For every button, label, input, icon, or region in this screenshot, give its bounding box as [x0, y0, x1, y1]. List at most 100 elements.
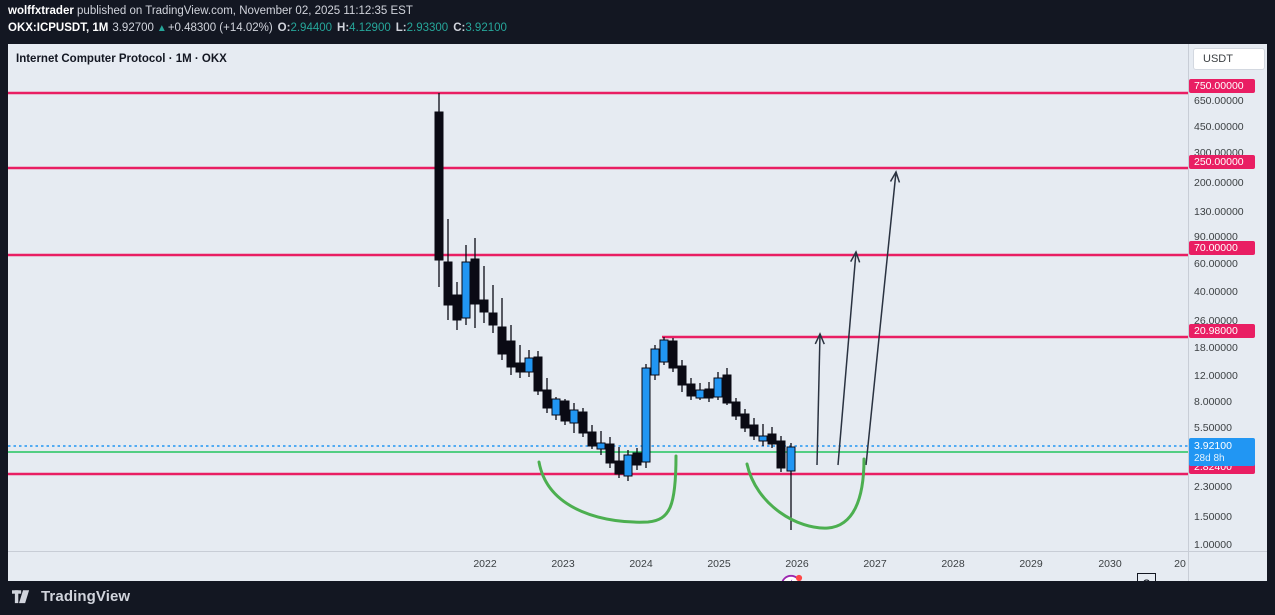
arrow-1[interactable]	[814, 332, 825, 466]
box-marker-2: 2	[1137, 573, 1156, 581]
low-key: L:	[395, 22, 407, 34]
price-tick: 1.00000	[1194, 539, 1232, 551]
candle	[786, 443, 796, 530]
chart-title: Internet Computer Protocol · 1M · OKX	[16, 53, 227, 65]
candle	[668, 338, 678, 372]
up-triangle-icon: ▲	[156, 23, 167, 34]
drawings-layer	[537, 170, 901, 530]
candle	[515, 345, 525, 378]
candle	[578, 408, 588, 437]
pane-right-edge	[1267, 44, 1275, 581]
high-key: H:	[337, 22, 350, 34]
chart-header: wolffxtrader published on TradingView.co…	[0, 0, 1275, 44]
replay-bolt-icon[interactable]	[780, 572, 804, 581]
candle	[731, 398, 741, 420]
time-tick: 20	[1174, 558, 1186, 570]
level-750-badge[interactable]: 750.00000	[1189, 79, 1255, 93]
time-tick: 2029	[1019, 558, 1043, 570]
arrow-2[interactable]	[837, 250, 861, 466]
price-tick: 130.00000	[1194, 206, 1244, 218]
candle	[461, 245, 471, 325]
candle	[605, 437, 615, 468]
candle	[506, 325, 516, 375]
candle	[614, 447, 624, 478]
candlestick-series	[434, 93, 796, 530]
candle	[623, 450, 633, 481]
time-tick: 2026	[785, 558, 809, 570]
cup-curve-right[interactable]	[745, 457, 866, 530]
level-2098-badge[interactable]: 20.98000	[1189, 324, 1255, 338]
candle	[533, 351, 543, 395]
candle	[632, 448, 642, 470]
price-tick: 200.00000	[1194, 177, 1244, 189]
level-70-badge[interactable]: 70.00000	[1189, 241, 1255, 255]
close-key: C:	[453, 22, 466, 34]
candle	[695, 383, 705, 400]
candle	[452, 282, 462, 330]
price-tick: 1.50000	[1194, 511, 1232, 523]
candle	[704, 382, 714, 402]
close-value: 3.92100	[465, 22, 507, 34]
candle	[749, 418, 759, 440]
price-axis[interactable]: USDT 650.00000 450.00000 300.00000 200.0000…	[1188, 44, 1267, 581]
candle	[641, 364, 651, 468]
countdown-value: 28d 8h	[1194, 453, 1225, 464]
low-value: 2.93300	[406, 22, 449, 34]
candle	[776, 436, 786, 472]
tradingview-logo[interactable]: TradingView	[12, 588, 130, 605]
price-tick: 40.00000	[1194, 286, 1238, 298]
candle	[560, 399, 570, 425]
time-tick: 2022	[473, 558, 497, 570]
price-tick: 450.00000	[1194, 121, 1244, 133]
tradingview-mark-icon	[12, 589, 30, 603]
candle	[596, 431, 606, 455]
candle	[443, 219, 453, 320]
price-plot[interactable]	[8, 44, 1188, 559]
candle	[722, 368, 732, 405]
candle	[470, 238, 480, 328]
time-tick: 2025	[707, 558, 731, 570]
candle	[479, 266, 489, 323]
candle	[686, 378, 696, 400]
candle	[551, 397, 561, 420]
candle	[740, 409, 750, 432]
price-tick: 2.30000	[1194, 481, 1232, 493]
tradingview-wordmark: TradingView	[41, 588, 131, 605]
candle	[659, 337, 669, 365]
candle	[758, 424, 768, 446]
price-tick: 90.00000	[1194, 231, 1238, 243]
chart-pane[interactable]: Internet Computer Protocol · 1M · OKX 2	[8, 44, 1188, 581]
candle	[524, 350, 534, 377]
price-tick: 650.00000	[1194, 95, 1244, 107]
symbol-quote-line: OKX:ICPUSDT, 1M 3.92700 ▲+0.48300 (+14.02%…	[8, 20, 1275, 37]
high-value: 4.12900	[349, 22, 391, 34]
author-name[interactable]: wolffxtrader	[8, 5, 74, 17]
publish-meta: published on TradingView.com, November 0…	[73, 5, 413, 17]
chart-footer: TradingView	[0, 581, 1275, 615]
current-price-badge[interactable]: 3.92100 28d 8h	[1189, 438, 1255, 466]
candle	[677, 360, 687, 392]
time-tick: 2027	[863, 558, 887, 570]
candle	[650, 345, 660, 380]
candle	[569, 403, 579, 433]
price-change: +0.48300 (+14.02%)	[167, 22, 273, 34]
price-tick: 18.00000	[1194, 342, 1238, 354]
open-value: 2.94400	[290, 22, 333, 34]
candle	[542, 378, 552, 413]
price-tick: 60.00000	[1194, 258, 1238, 270]
time-tick: 2023	[551, 558, 575, 570]
candle	[587, 425, 597, 449]
candle	[488, 285, 498, 333]
time-axis[interactable]: 2022 2023 2024 2025 2026 2027 2028 2029 2030 20	[8, 551, 1188, 581]
symbol-ticker[interactable]: OKX:ICPUSDT, 1M	[8, 22, 109, 34]
cup-curve-left[interactable]	[537, 454, 678, 524]
current-price-value: 3.92100	[1194, 440, 1232, 452]
arrow-3[interactable]	[865, 170, 901, 466]
level-250-badge[interactable]: 250.00000	[1189, 155, 1255, 169]
candle	[434, 93, 444, 287]
candle	[497, 298, 507, 360]
time-tick: 2030	[1098, 558, 1122, 570]
currency-selector[interactable]: USDT	[1193, 48, 1265, 70]
time-tick: 2024	[629, 558, 653, 570]
